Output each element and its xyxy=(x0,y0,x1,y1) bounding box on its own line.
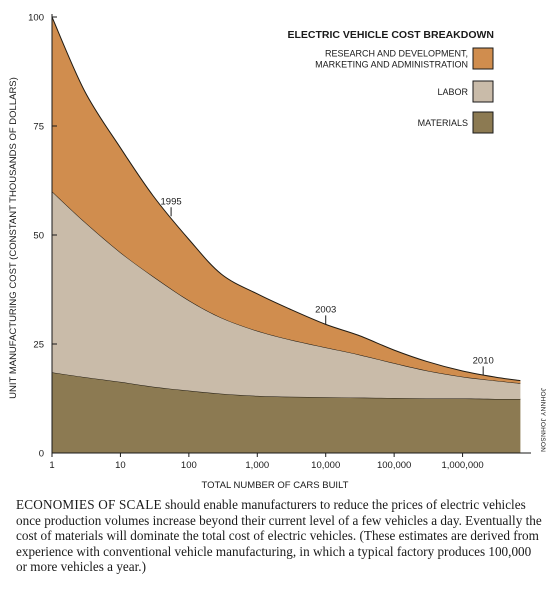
legend-label-3: MATERIALS xyxy=(418,118,468,128)
x-tick-label: 10,000 xyxy=(311,460,340,471)
annotation-label: 2003 xyxy=(315,304,336,315)
legend: ELECTRIC VEHICLE COST BREAKDOWN RESEARCH… xyxy=(287,29,494,134)
y-tick-label: 50 xyxy=(33,231,44,242)
legend-swatch-1 xyxy=(472,47,494,70)
legend-swatch-2 xyxy=(472,80,494,103)
area-labor xyxy=(52,191,521,399)
caption-lead: ECONOMIES OF SCALE xyxy=(16,497,162,512)
stacked-areas xyxy=(51,16,521,453)
caption-text: should enable manufacturers to reduce th… xyxy=(16,497,542,575)
cost-breakdown-chart: 0 25 50 75 100 1 10 100 1,000 10,000 100,000 1,000,… xyxy=(8,13,546,492)
annotation-label: 1995 xyxy=(161,196,182,207)
legend-label-1: RESEARCH AND DEVELOPMENT, xyxy=(325,49,468,59)
y-tick-label: 25 xyxy=(33,340,44,351)
y-tick-label: 0 xyxy=(39,449,44,460)
x-tick-label: 1,000 xyxy=(245,460,269,471)
area-materials xyxy=(52,372,521,453)
legend-swatch-3 xyxy=(472,111,494,134)
figure-caption: ECONOMIES OF SCALE should enable manufac… xyxy=(16,497,544,575)
legend-label-1: MARKETING AND ADMINISTRATION xyxy=(315,60,468,70)
annotation-label: 2010 xyxy=(473,355,494,366)
x-tick-label: 1 xyxy=(49,460,54,471)
legend-label-2: LABOR xyxy=(437,87,468,97)
y-tick-label: 75 xyxy=(33,122,44,133)
x-tick-label: 10 xyxy=(115,460,126,471)
x-tick-label: 100 xyxy=(181,460,197,471)
artist-credit: JOHNNY JOHNSON xyxy=(539,388,546,452)
legend-title: ELECTRIC VEHICLE COST BREAKDOWN xyxy=(287,29,494,41)
year-annotations: 1995 2003 2010 xyxy=(161,196,494,376)
y-axis-label: UNIT MANUFACTURING COST (CONSTANT THOUSA… xyxy=(8,77,19,399)
boundary-research-and-development-marketing-and-administration xyxy=(51,16,521,382)
y-tick-label: 100 xyxy=(28,13,44,24)
tick-labels: 0 25 50 75 100 1 10 100 1,000 10,000 100,000 1,000,… xyxy=(28,13,484,472)
x-tick-label: 100,000 xyxy=(377,460,411,471)
area-research-and-development-marketing-and-administration xyxy=(52,17,521,384)
axes xyxy=(51,14,531,457)
x-axis-label: TOTAL NUMBER OF CARS BUILT xyxy=(202,480,349,491)
x-tick-label: 1,000,000 xyxy=(441,460,483,471)
